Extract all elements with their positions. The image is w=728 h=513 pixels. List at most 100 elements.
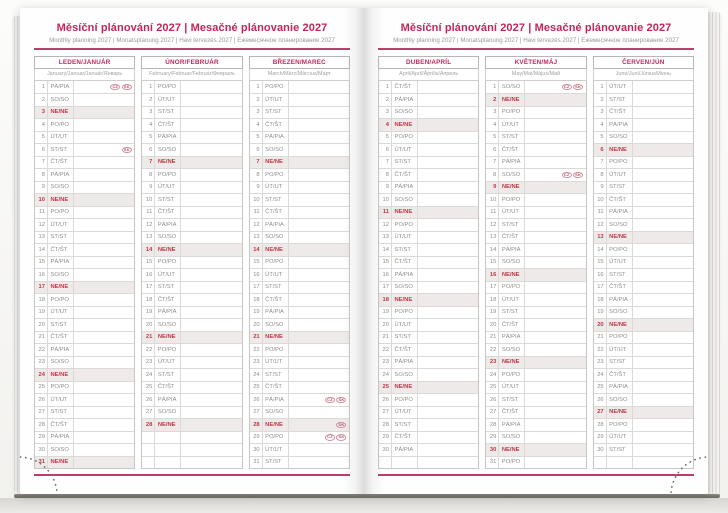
day-row: 11 ČT/ŠT — [142, 205, 242, 219]
day-notes — [289, 182, 349, 194]
header-rule — [34, 48, 350, 50]
day-abbr: ÚT/UT — [263, 444, 289, 456]
day-row: 15 ÚT/UT — [593, 255, 693, 268]
day-row: 3 SO/SO — [379, 105, 479, 118]
day-notes — [418, 94, 478, 106]
day-number: 28 — [35, 419, 48, 431]
day-number: 2 — [379, 94, 392, 106]
day-notes: CZ SK — [525, 169, 585, 181]
day-row: 19 ÚT/UT — [35, 305, 135, 318]
day-row: 20 ÚT/UT — [379, 318, 479, 331]
month-header: ÚNOR/FEBRUÁR — [141, 55, 243, 69]
day-number: 9 — [142, 181, 156, 193]
day-abbr: PÁ/PIA — [155, 219, 182, 231]
day-row: 17 ČT/ŠT — [593, 280, 693, 293]
day-row: 10 ČT/ŠT — [593, 193, 693, 206]
day-notes — [74, 257, 134, 269]
day-number: 5 — [35, 131, 48, 143]
day-abbr: PO/PO — [392, 394, 418, 406]
day-abbr: PÁ/PIA — [392, 181, 418, 193]
day-row: 30 ÚT/UT — [249, 443, 349, 456]
day-row: 9 ÚT/UT — [249, 180, 349, 194]
day-abbr: NE/NE — [263, 331, 289, 343]
day-abbr: NE/NE — [263, 419, 289, 431]
day-row: 8 PO/PO — [249, 168, 349, 181]
day-row: 27 SO/SO — [249, 405, 349, 418]
day-abbr: ČT/ŠT — [392, 169, 418, 181]
day-row: 9 ST/ST — [593, 180, 693, 193]
day-abbr: ST/ST — [263, 369, 289, 381]
day-row: 17 ST/ST — [249, 280, 349, 293]
day-number — [142, 444, 156, 456]
day-abbr: PÁ/PIA — [48, 344, 74, 356]
day-abbr: ST/ST — [263, 106, 289, 118]
day-abbr: ČT/ŠT — [499, 319, 526, 331]
page-subtitle: Monthly planning 2027 | Monatsplanung 20… — [393, 37, 679, 44]
day-abbr: PÁ/PIA — [155, 306, 182, 318]
day-notes — [74, 407, 134, 419]
day-notes — [525, 382, 585, 394]
day-notes — [289, 169, 349, 181]
day-row: 6 SO/SO — [142, 143, 242, 156]
day-notes — [633, 294, 693, 306]
day-notes — [74, 432, 134, 444]
day-abbr: SO/SO — [48, 94, 74, 106]
day-number: 10 — [250, 194, 263, 206]
day-abbr: ÚT/UT — [607, 431, 633, 443]
day-abbr: ST/ST — [392, 156, 418, 168]
months-grid-right: DUBEN/APRÍL April/April/Április/Апрель 1 ČT… — [378, 55, 694, 469]
day-row: 9 SO/SO — [35, 180, 135, 193]
day-number: 22 — [379, 344, 392, 356]
day-number: 14 — [594, 244, 607, 256]
day-abbr: NE/NE — [607, 231, 633, 243]
day-abbr: ČT/ŠT — [263, 381, 289, 393]
month-grid: 1 PO/PO 2 ÚT/UT 3 ST/ST 4 ČT/ŠT 5 PÁ/PIA 6 SO/SO 7 NE… — [248, 80, 350, 469]
day-number: 23 — [35, 356, 48, 368]
day-row: 28 PO/PO — [593, 418, 693, 431]
day-number: 25 — [379, 381, 392, 393]
day-abbr: NE/NE — [392, 294, 418, 306]
day-number: 18 — [379, 294, 392, 306]
day-notes — [181, 219, 241, 231]
day-row: 26 PÁ/PIA — [142, 393, 242, 406]
day-row: 19 PO/PO — [379, 305, 479, 318]
day-abbr: ČT/ŠT — [392, 256, 418, 268]
day-row: 8 PÁ/PIA — [35, 168, 135, 181]
day-number: 9 — [379, 181, 392, 193]
page-stack-right-edge — [706, 12, 722, 496]
day-abbr: ČT/ŠT — [392, 431, 418, 443]
day-abbr: PO/PO — [392, 131, 418, 143]
day-notes — [525, 119, 585, 131]
day-number: 12 — [379, 219, 392, 231]
day-abbr: SO/SO — [392, 194, 418, 206]
day-row: 24 NE/NE — [35, 368, 135, 381]
day-abbr: PO/PO — [263, 344, 289, 356]
day-abbr: SO/SO — [263, 319, 289, 331]
day-row: 25 NE/NE — [379, 380, 479, 393]
day-row: 26 SO/SO — [593, 393, 693, 406]
day-abbr: NE/NE — [48, 369, 74, 381]
day-number: 3 — [379, 106, 392, 118]
day-number: 17 — [594, 281, 607, 293]
day-number: 22 — [250, 344, 263, 356]
day-number: 3 — [142, 106, 156, 118]
page-subtitle: Monthly planning 2027 | Monatsplanung 20… — [49, 37, 335, 44]
day-notes — [525, 182, 585, 194]
day-row: 22 PO/PO — [249, 343, 349, 356]
day-notes — [418, 282, 478, 294]
day-notes — [525, 194, 585, 206]
day-notes — [181, 207, 241, 219]
day-number: 8 — [486, 169, 500, 181]
day-notes — [633, 394, 693, 406]
day-row: 14 NE/NE — [249, 243, 349, 256]
day-abbr: SO/SO — [499, 169, 526, 181]
day-notes — [525, 369, 585, 381]
day-abbr: PÁ/PIA — [499, 331, 526, 343]
day-notes — [289, 107, 349, 119]
day-number: 21 — [250, 331, 263, 343]
day-abbr: NE/NE — [499, 94, 526, 106]
day-row: 12 PO/PO — [379, 218, 479, 231]
holiday-badge-cz: CZ — [561, 171, 572, 178]
day-abbr: PÁ/PIA — [155, 394, 182, 406]
day-notes — [525, 269, 585, 281]
